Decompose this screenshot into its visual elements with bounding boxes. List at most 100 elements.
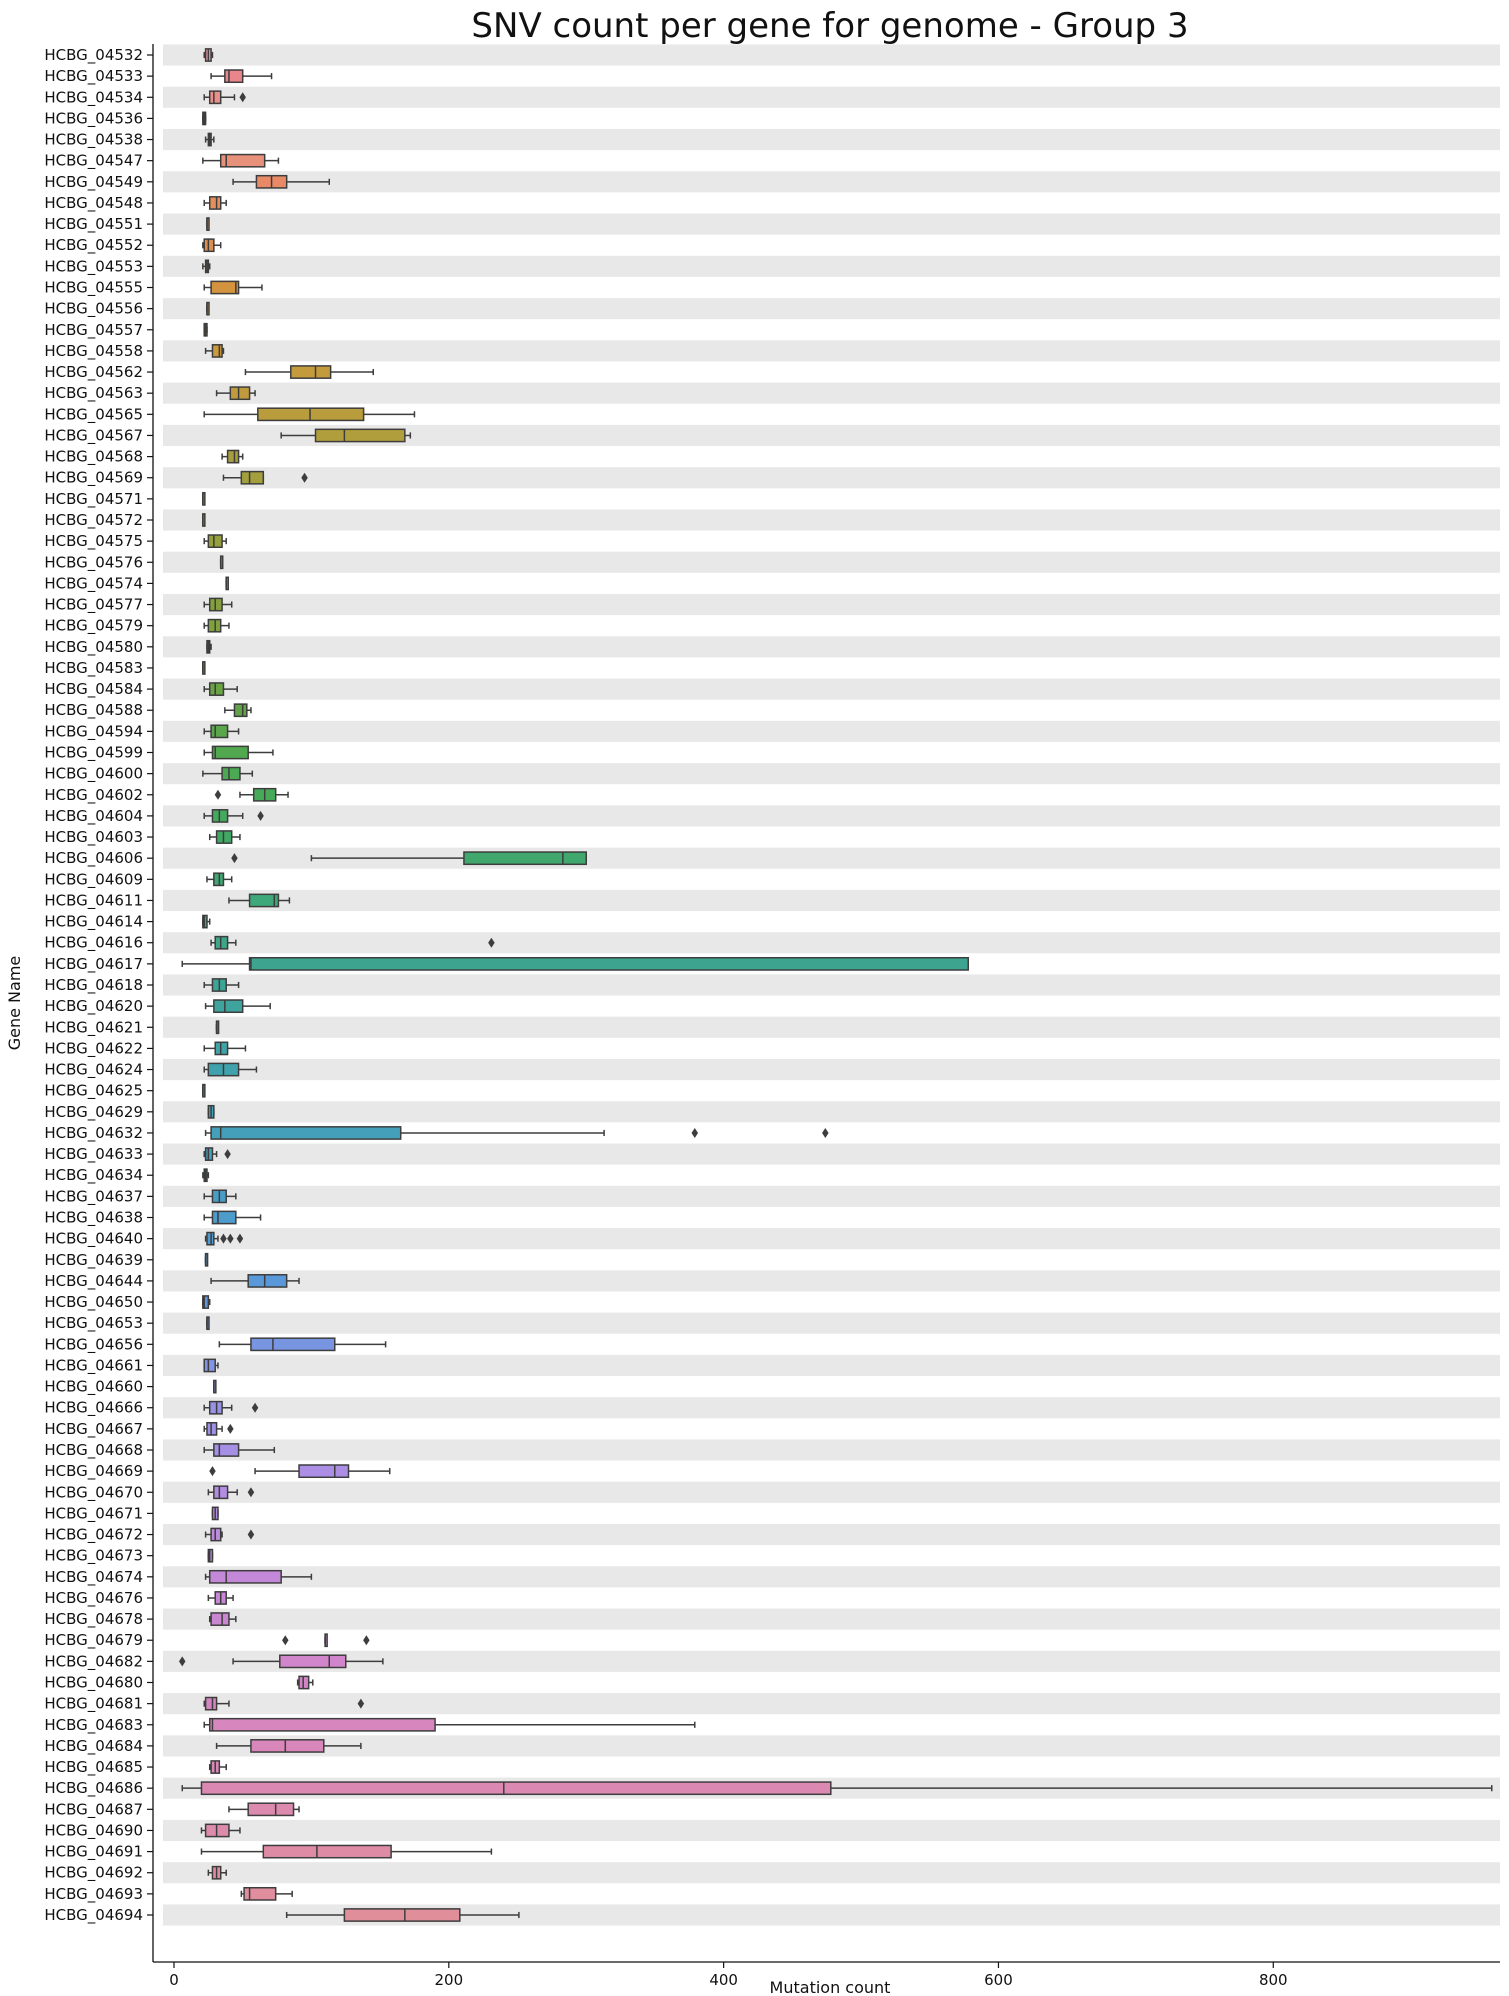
y-tick-label: HCBG_04679 [44, 1631, 143, 1650]
y-tick-label: HCBG_04588 [44, 701, 143, 720]
y-tick-label: HCBG_04571 [44, 490, 143, 509]
y-tick-label: HCBG_04552 [44, 236, 143, 255]
row-band [163, 1735, 1500, 1757]
row-band [163, 636, 1500, 658]
box-HCBG_04599 [203, 745, 274, 760]
y-tick-label: HCBG_04669 [44, 1462, 143, 1481]
iqr-box [213, 1443, 240, 1457]
y-tick-label: HCBG_04667 [44, 1420, 143, 1439]
iqr-box [200, 1781, 832, 1796]
box-HCBG_04534 [203, 90, 246, 105]
row-band [163, 1904, 1500, 1926]
box-HCBG_04653 [206, 1316, 210, 1331]
box-HCBG_04611 [228, 893, 291, 908]
iqr-box [224, 69, 244, 84]
row-band [163, 298, 1500, 320]
row-band [163, 128, 1500, 151]
y-tick-label: HCBG_04678 [44, 1610, 143, 1629]
box-HCBG_04660 [213, 1379, 217, 1394]
iqr-box [219, 153, 266, 168]
y-tick-label: HCBG_04661 [44, 1356, 143, 1375]
box-HCBG_04577 [203, 597, 233, 612]
y-tick-label: HCBG_04556 [44, 300, 143, 319]
row-band [163, 86, 1500, 108]
iqr-box [262, 1844, 392, 1859]
iqr-box [250, 1337, 336, 1352]
row-band [163, 1101, 1500, 1123]
y-tick-label: HCBG_04673 [44, 1547, 143, 1566]
iqr-box [208, 196, 222, 210]
box-HCBG_04670 [207, 1485, 255, 1500]
box-HCBG_04553 [202, 259, 211, 274]
iqr-box [207, 534, 223, 549]
row-bands [163, 44, 1500, 1926]
y-tick-label: HCBG_04694 [44, 1906, 143, 1925]
box-HCBG_04672 [204, 1527, 255, 1542]
iqr-box [247, 1274, 288, 1288]
y-tick-label: HCBG_04629 [44, 1103, 143, 1122]
box-HCBG_04588 [224, 703, 252, 718]
y-tick-label: HCBG_04580 [44, 638, 143, 657]
row-band [163, 1819, 1500, 1842]
x-tick-label: 0 [169, 1971, 179, 1989]
row-band [163, 1650, 1500, 1672]
y-tick-labels: HCBG_04532 HCBG_04533 HCBG_04534 HCBG_04536… [44, 46, 153, 1925]
box-HCBG_04680 [296, 1675, 314, 1690]
y-tick-label: HCBG_04686 [44, 1779, 143, 1798]
row-band [163, 424, 1500, 447]
y-tick-label: HCBG_04691 [44, 1843, 143, 1862]
iqr-box [233, 703, 248, 718]
outlier-point [282, 1635, 289, 1646]
row-band [163, 509, 1500, 531]
row-band [163, 720, 1500, 742]
box-HCBG_04533 [210, 69, 273, 84]
row-band [163, 593, 1500, 616]
box-HCBG_04618 [203, 978, 240, 992]
iqr-box [208, 1569, 282, 1584]
row-band [163, 551, 1500, 573]
outlier-point [691, 1127, 699, 1138]
box-HCBG_04637 [203, 1189, 237, 1204]
row-band [163, 255, 1500, 277]
iqr-box [248, 893, 280, 908]
y-tick-label: HCBG_04671 [44, 1504, 143, 1523]
y-tick-label: HCBG_04567 [44, 426, 143, 445]
outlier-point [214, 789, 222, 800]
row-band [163, 340, 1500, 362]
y-tick-label: HCBG_04640 [44, 1230, 143, 1249]
box-HCBG_04580 [206, 639, 212, 654]
box-HCBG_04609 [206, 872, 233, 887]
box-group [178, 48, 1493, 1922]
iqr-box [314, 428, 406, 443]
y-tick-label: HCBG_04547 [44, 152, 143, 171]
y-tick-label: HCBG_04683 [44, 1716, 143, 1735]
y-tick-label: HCBG_04611 [44, 891, 143, 910]
outlier-point [227, 1423, 234, 1434]
row-band [163, 1439, 1500, 1461]
outlier-point [178, 1656, 186, 1667]
outlier-point [488, 937, 495, 948]
y-tick-label: HCBG_04533 [44, 67, 143, 86]
y-tick-label: HCBG_04562 [44, 363, 143, 382]
y-tick-label: HCBG_04680 [44, 1674, 143, 1693]
y-tick-label: HCBG_04684 [44, 1737, 143, 1756]
row-band [163, 1481, 1500, 1503]
outlier-point [236, 1233, 244, 1244]
iqr-box [229, 386, 251, 401]
y-tick-label: HCBG_04617 [44, 955, 143, 974]
outlier-point [301, 472, 308, 483]
y-tick-label: HCBG_04618 [44, 976, 143, 995]
box-HCBG_04536 [202, 111, 207, 126]
box-HCBG_04673 [207, 1548, 214, 1563]
box-HCBG_04632 [204, 1126, 829, 1140]
y-tick-label: HCBG_04558 [44, 342, 143, 361]
box-HCBG_04671 [211, 1506, 219, 1521]
box-HCBG_04666 [203, 1400, 259, 1415]
y-tick-label: HCBG_04681 [44, 1695, 143, 1714]
box-HCBG_04579 [203, 618, 230, 633]
box-HCBG_04679 [282, 1633, 370, 1648]
outlier-point [257, 810, 264, 821]
y-tick-label: HCBG_04633 [44, 1145, 143, 1164]
box-HCBG_04565 [203, 407, 416, 422]
y-tick-label: HCBG_04666 [44, 1399, 143, 1418]
